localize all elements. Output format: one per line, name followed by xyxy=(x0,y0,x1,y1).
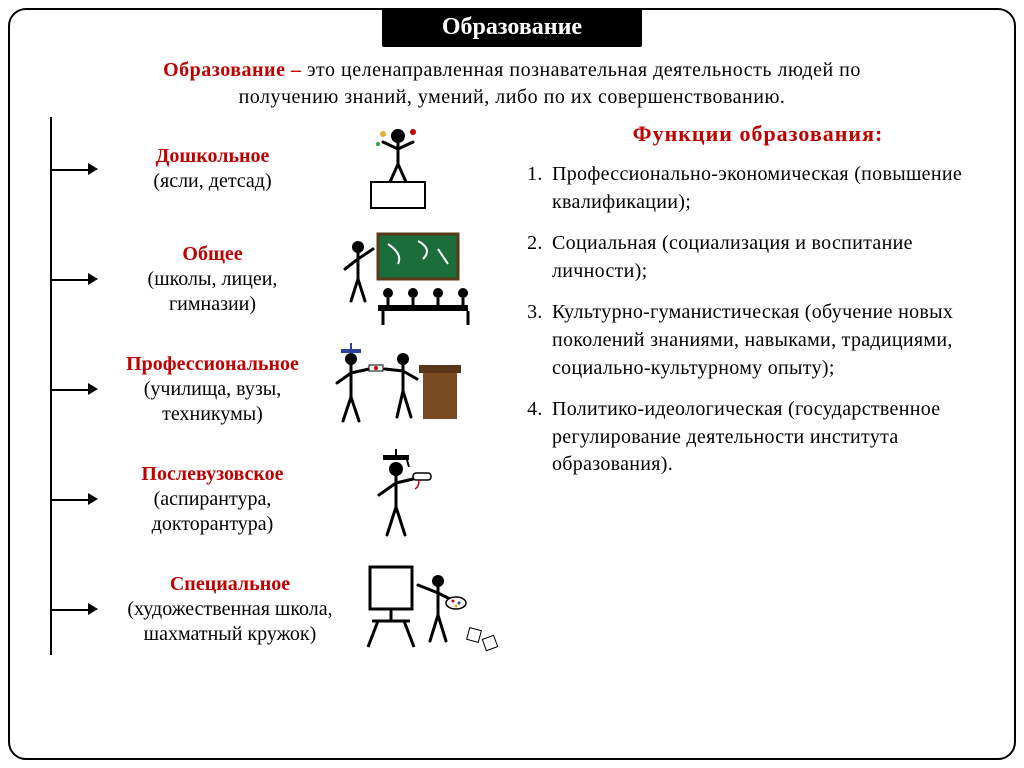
level-name: Послевузовское xyxy=(141,463,283,485)
function-item: Политико-идеологическая (государственное… xyxy=(548,396,996,479)
slide-title: Образование xyxy=(382,8,642,47)
level-name: Специальное xyxy=(170,573,290,595)
professional-icon xyxy=(323,339,473,439)
function-item: Социальная (социализация и воспитание ли… xyxy=(548,230,996,285)
art-icon xyxy=(358,559,508,659)
definition-text-1: это целенаправленная познавательная деят… xyxy=(307,59,861,81)
definition-dash: – xyxy=(291,59,302,81)
level-label: Общее (школы, лицеи, гимназии) xyxy=(88,242,313,317)
level-name: Дошкольное xyxy=(156,145,270,167)
level-sub: (художественная школа, шахматный кружок) xyxy=(127,598,332,645)
definition-text-2: получению знаний, умений, либо по их сов… xyxy=(239,86,786,108)
level-label: Дошкольное (ясли, детсад) xyxy=(88,144,313,194)
functions-column: Функции образования: Профессионально-эко… xyxy=(520,117,996,667)
level-school: Общее (школы, лицеи, гимназии) xyxy=(78,227,508,331)
level-special: Специальное (художественная школа, шахма… xyxy=(78,557,508,661)
level-name: Общее xyxy=(182,243,242,265)
functions-title: Функции образования: xyxy=(520,121,996,147)
function-item: Культурно-гуманистическая (обучение новы… xyxy=(548,299,996,382)
level-professional: Профессиональное (училища, вузы, технику… xyxy=(78,337,508,441)
level-label: Послевузовское (аспирантура, докторантур… xyxy=(88,462,313,537)
functions-list: Профессионально-экономическая (повышение… xyxy=(548,161,996,479)
preschool-icon xyxy=(323,119,473,219)
level-preschool: Дошкольное (ясли, детсад) xyxy=(78,117,508,221)
function-item: Профессионально-экономическая (повышение… xyxy=(548,161,996,216)
level-postgrad: Послевузовское (аспирантура, докторантур… xyxy=(78,447,508,551)
tree-spine xyxy=(50,117,52,655)
level-sub: (аспирантура, докторантура) xyxy=(152,488,274,535)
level-label: Профессиональное (училища, вузы, технику… xyxy=(88,352,313,427)
level-name: Профессиональное xyxy=(126,353,299,375)
definition-term: Образование xyxy=(163,59,285,81)
content-columns: Дошкольное (ясли, детсад) Общее xyxy=(28,117,996,667)
levels-column: Дошкольное (ясли, детсад) Общее xyxy=(28,117,508,667)
level-sub: (школы, лицеи, гимназии) xyxy=(148,268,278,315)
level-label: Специальное (художественная школа, шахма… xyxy=(88,572,348,647)
level-sub: (училища, вузы, техникумы) xyxy=(144,378,281,425)
postgrad-icon xyxy=(323,449,473,549)
slide-frame: Образование Образование – это целенаправ… xyxy=(8,8,1016,760)
school-icon xyxy=(323,229,473,329)
level-sub: (ясли, детсад) xyxy=(153,170,271,192)
definition: Образование – это целенаправленная позна… xyxy=(28,57,996,111)
